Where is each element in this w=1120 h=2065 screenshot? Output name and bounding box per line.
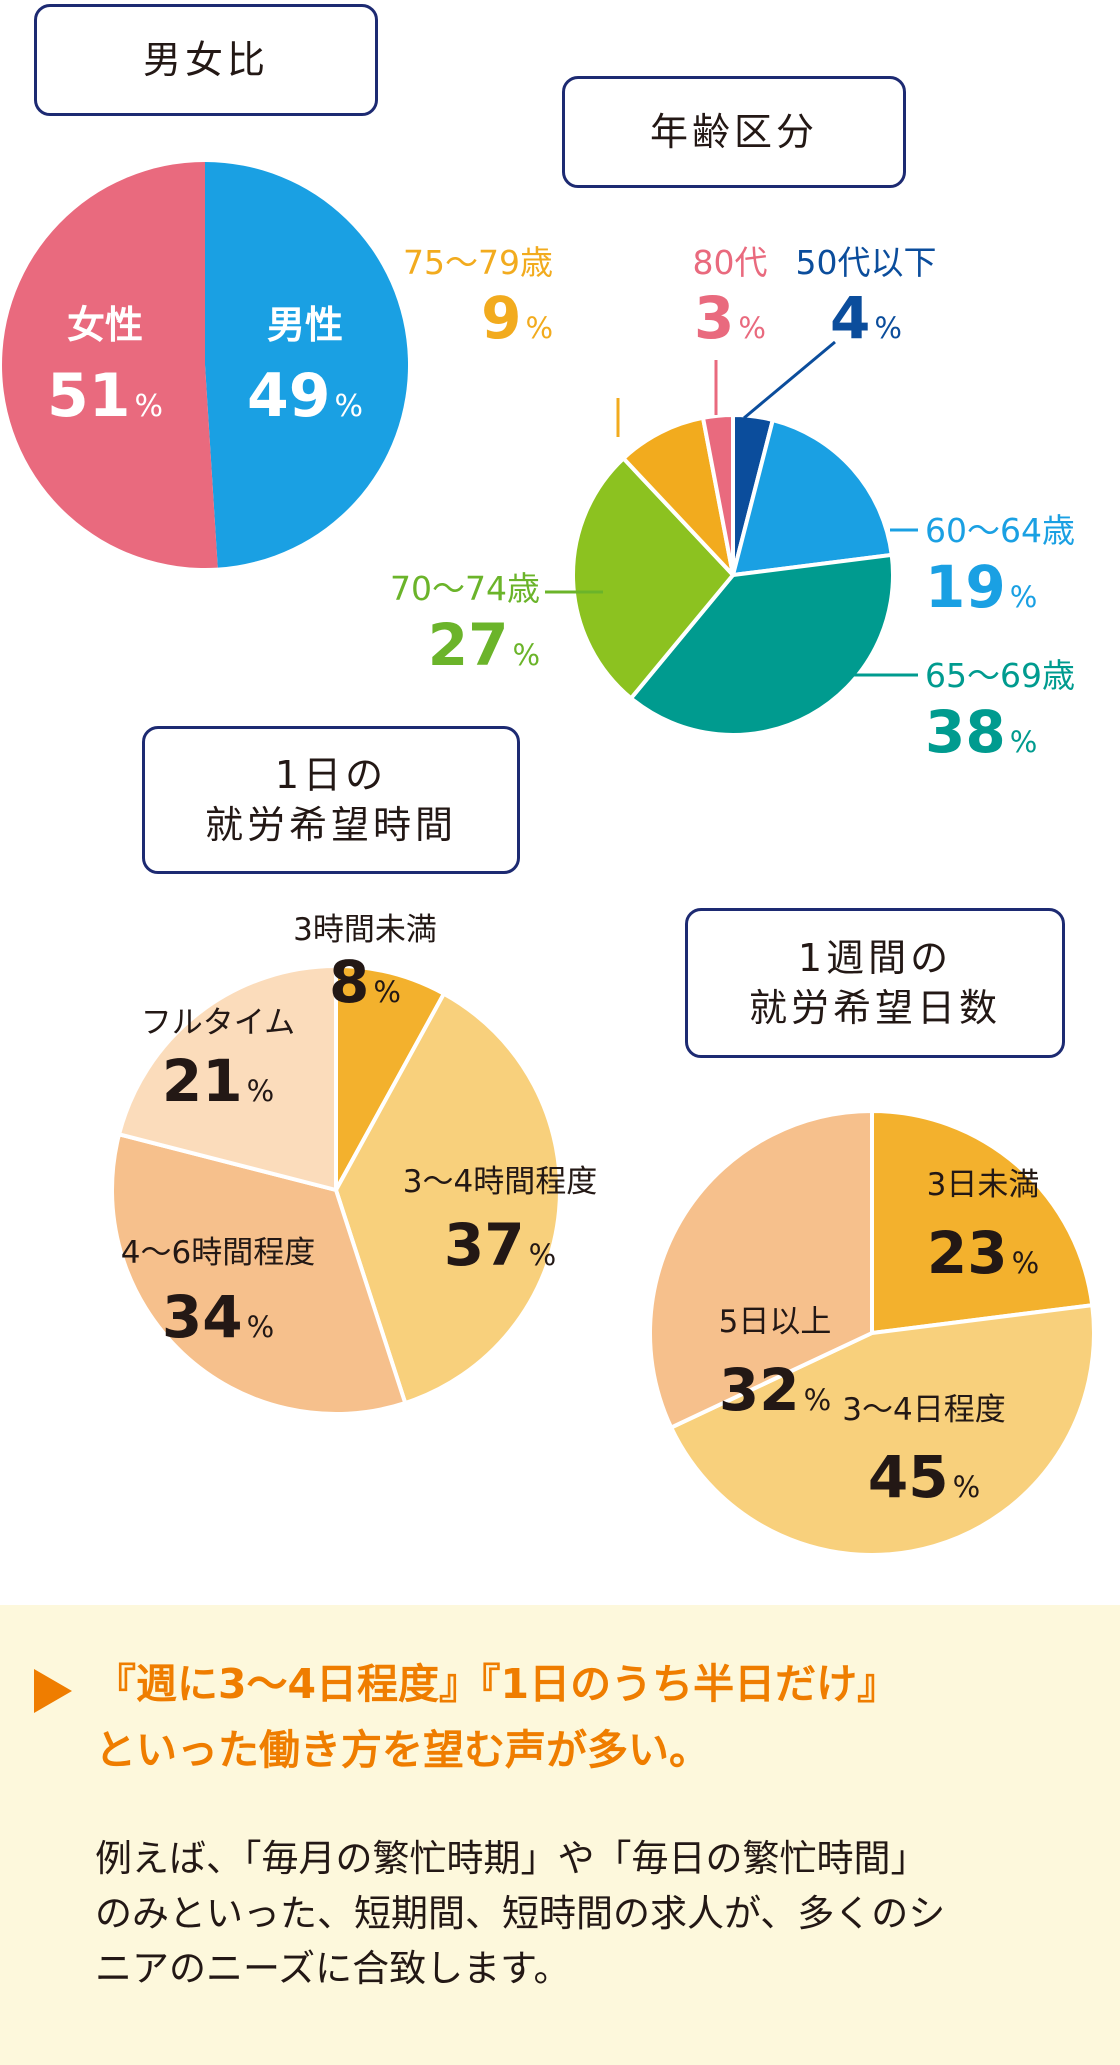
age-pie-value-3: 27% — [428, 611, 540, 679]
hours-pie-slices — [110, 964, 562, 1416]
days-chart-title: 1週間の 就労希望日数 — [685, 908, 1065, 1058]
hours-pie-value-3: 21% — [162, 1047, 274, 1115]
age-title-text: 年齢区分 — [649, 109, 818, 154]
hours-pie-label-3: フルタイム — [141, 1005, 295, 1041]
days-pie-label-1: 3〜4日程度 — [842, 1392, 1005, 1428]
footer-panel: 『週に3〜4日程度』『1日のうち半日だけ』 といった働き方を望む声が多い。 例え… — [0, 1605, 1120, 2065]
hours-pie-slice-3 — [117, 964, 338, 1192]
footer-headline: 『週に3〜4日程度』『1日のうち半日だけ』 といった働き方を望む声が多い。 — [95, 1651, 1095, 1783]
triangle-arrow-icon — [34, 1669, 72, 1713]
days-pie-slice-2 — [648, 1109, 874, 1430]
days-pie-slice-0 — [870, 1109, 1095, 1335]
footer-headline-line1: 『週に3〜4日程度』『1日のうち半日だけ』 — [95, 1660, 899, 1708]
footer-body-line2: のみといった、短期間、短時間の求人が、多くのシ — [95, 1892, 946, 1935]
hours-pie-value-2: 34% — [162, 1283, 274, 1351]
age-pie-slice-1 — [731, 418, 894, 577]
gender-pie-slice-1 — [2, 162, 218, 568]
days-pie-slices — [648, 1109, 1096, 1557]
age-pie-value-0: 4% — [830, 284, 902, 352]
days-pie-label-0: 3日未満 — [927, 1167, 1040, 1203]
gender-pie-slices — [2, 162, 409, 568]
days-pie-value-2: 32% — [719, 1356, 831, 1424]
age-pie-value-1: 19% — [925, 553, 1037, 621]
days-pie-value-1: 45% — [868, 1443, 980, 1511]
footer-body-line1: 例えば、「毎月の繁忙時期」や「毎日の繁忙時間」 — [95, 1837, 928, 1880]
hours-pie-value-1: 37% — [444, 1211, 556, 1279]
footer-body-line3: ニアのニーズに合致します。 — [95, 1947, 571, 1990]
days-pie-slice-1 — [669, 1303, 1096, 1557]
age-pie-leader-0 — [743, 340, 836, 420]
age-pie-value-5: 3% — [694, 284, 766, 352]
hours-pie-slice-0 — [334, 964, 446, 1192]
age-pie-slice-2 — [629, 552, 895, 737]
hours-pie-label-2: 4〜6時間程度 — [121, 1235, 315, 1271]
hours-title-line1: 1日の — [274, 752, 388, 797]
hours-pie-slice-2 — [110, 1132, 408, 1416]
age-pie-slice-3 — [571, 456, 735, 701]
hours-chart-title: 1日の 就労希望時間 — [142, 726, 520, 874]
age-pie-value-2: 38% — [925, 698, 1037, 766]
age-pie-label-1: 60〜64歳 — [925, 511, 1075, 550]
gender-pie-label-0: 男性 — [267, 303, 343, 347]
days-title-line1: 1週間の — [797, 935, 953, 980]
hours-pie-slice-1 — [334, 991, 562, 1406]
gender-pie-slice-0 — [205, 162, 409, 568]
age-pie-slices — [571, 412, 895, 737]
gender-title-text: 男女比 — [142, 37, 269, 82]
hours-pie-value-0: 8% — [329, 948, 401, 1016]
gender-chart-title: 男女比 — [34, 4, 378, 116]
age-pie-label-5: 80代 — [693, 243, 768, 282]
age-pie-label-4: 75〜79歳 — [403, 243, 553, 282]
hours-title-line2: 就労希望時間 — [204, 803, 457, 847]
age-pie-value-4: 9% — [481, 284, 553, 352]
hours-pie-label-0: 3時間未満 — [293, 912, 437, 948]
age-pie-slice-5 — [701, 412, 735, 577]
age-pie-label-3: 70〜74歳 — [390, 569, 540, 608]
gender-pie-label-1: 女性 — [67, 303, 143, 347]
hours-pie-label-1: 3〜4時間程度 — [403, 1164, 597, 1200]
age-pie-label-0: 50代以下 — [796, 243, 937, 282]
gender-pie-value-1: 51% — [47, 361, 163, 431]
footer-headline-line2: といった働き方を望む声が多い。 — [95, 1726, 710, 1774]
days-pie-value-0: 23% — [927, 1219, 1039, 1287]
footer-body: 例えば、「毎月の繁忙時期」や「毎日の繁忙時間」 のみといった、短期間、短時間の求… — [95, 1831, 1105, 1996]
days-pie-label-2: 5日以上 — [719, 1304, 832, 1340]
days-title-line2: 就労希望日数 — [748, 986, 1001, 1030]
gender-pie-value-0: 49% — [247, 361, 363, 431]
age-pie-label-2: 65〜69歳 — [925, 656, 1075, 695]
age-chart-title: 年齢区分 — [562, 76, 906, 188]
